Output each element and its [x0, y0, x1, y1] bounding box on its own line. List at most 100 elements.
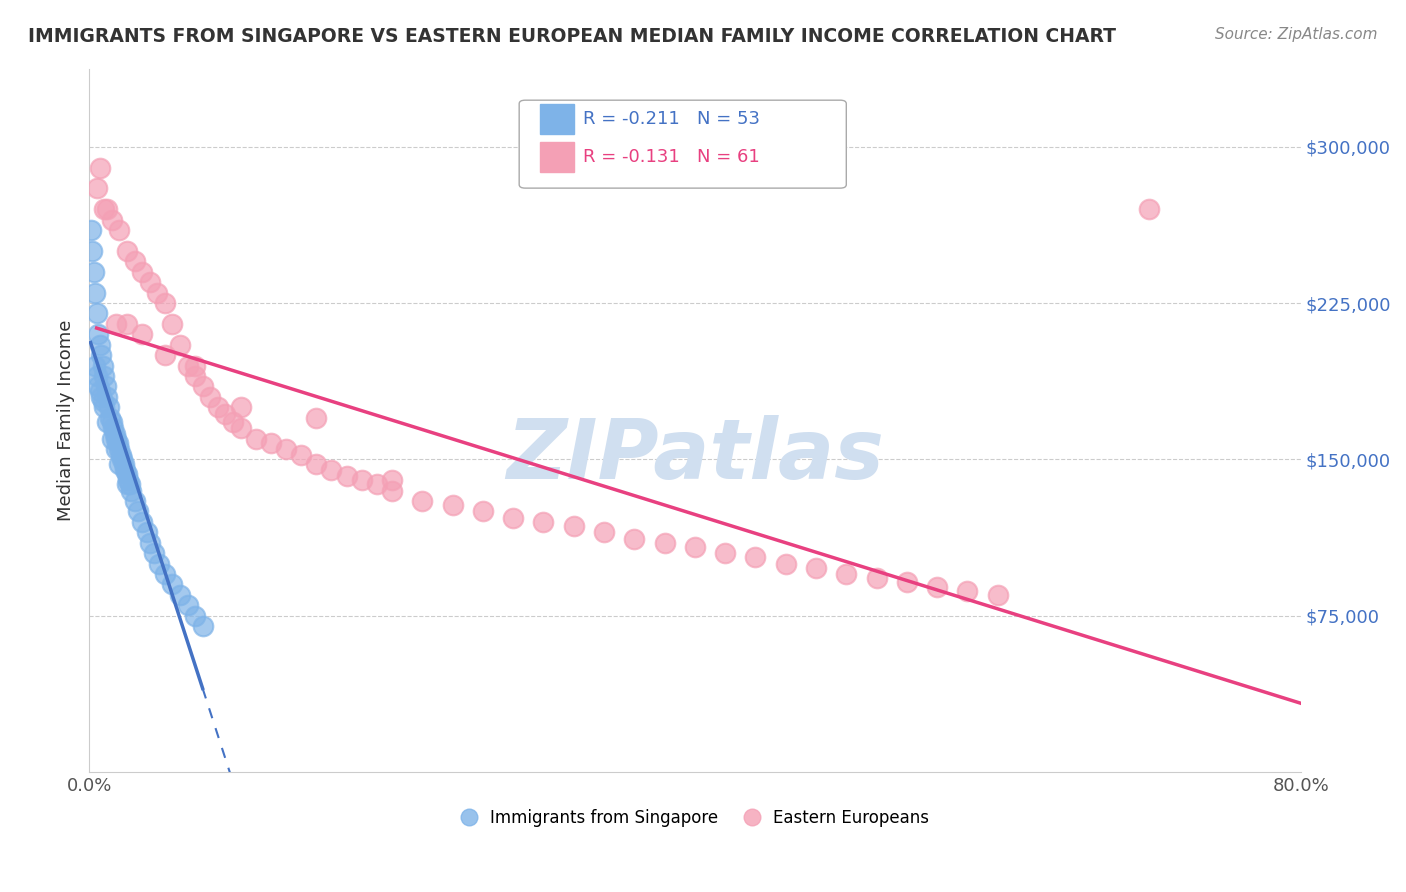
Point	[835, 567, 858, 582]
Point	[260, 435, 283, 450]
Point	[86, 181, 108, 195]
Point	[89, 337, 111, 351]
Point	[214, 407, 236, 421]
Point	[148, 557, 170, 571]
Point	[91, 394, 114, 409]
Point	[143, 546, 166, 560]
Point	[115, 477, 138, 491]
Point	[101, 212, 124, 227]
Point	[108, 442, 131, 456]
Point	[115, 467, 138, 481]
Point	[865, 571, 887, 585]
Point	[146, 285, 169, 300]
Point	[683, 540, 706, 554]
Text: R = -0.211   N = 53: R = -0.211 N = 53	[583, 111, 761, 128]
Point	[110, 448, 132, 462]
Point	[229, 421, 252, 435]
Point	[381, 473, 404, 487]
Point	[162, 577, 184, 591]
Point	[105, 442, 128, 456]
Point	[131, 265, 153, 279]
Point	[121, 483, 143, 498]
Point	[101, 415, 124, 429]
Point	[138, 275, 160, 289]
Point	[118, 477, 141, 491]
Point	[654, 535, 676, 549]
Bar	[540, 104, 574, 134]
Point	[471, 504, 494, 518]
Point	[350, 473, 373, 487]
Point	[138, 535, 160, 549]
Point	[96, 202, 118, 217]
Point	[502, 510, 524, 524]
Point	[105, 317, 128, 331]
Point	[191, 619, 214, 633]
Text: R = -0.131   N = 61: R = -0.131 N = 61	[583, 148, 761, 166]
Point	[531, 515, 554, 529]
Point	[90, 348, 112, 362]
Point	[107, 435, 129, 450]
Point	[366, 477, 388, 491]
Point	[623, 532, 645, 546]
Point	[135, 525, 157, 540]
Point	[111, 452, 134, 467]
Point	[115, 317, 138, 331]
Point	[104, 427, 127, 442]
Point	[82, 244, 104, 258]
Point	[108, 457, 131, 471]
Point	[927, 580, 949, 594]
Point	[90, 390, 112, 404]
Point	[593, 525, 616, 540]
FancyBboxPatch shape	[519, 100, 846, 188]
Point	[94, 379, 117, 393]
Point	[86, 369, 108, 384]
Point	[274, 442, 297, 456]
Point	[305, 457, 328, 471]
Point	[153, 296, 176, 310]
Point	[169, 588, 191, 602]
Point	[162, 317, 184, 331]
Point	[169, 337, 191, 351]
Point	[153, 348, 176, 362]
Point	[305, 410, 328, 425]
Point	[381, 483, 404, 498]
Point	[184, 369, 207, 384]
Point	[97, 401, 120, 415]
Point	[191, 379, 214, 393]
Point	[896, 575, 918, 590]
Y-axis label: Median Family Income: Median Family Income	[58, 319, 75, 521]
Point	[804, 561, 827, 575]
Point	[207, 401, 229, 415]
Point	[411, 494, 433, 508]
Text: IMMIGRANTS FROM SINGAPORE VS EASTERN EUROPEAN MEDIAN FAMILY INCOME CORRELATION C: IMMIGRANTS FROM SINGAPORE VS EASTERN EUR…	[28, 27, 1116, 45]
Bar	[540, 143, 574, 172]
Point	[131, 515, 153, 529]
Point	[124, 494, 146, 508]
Point	[84, 285, 107, 300]
Point	[321, 463, 343, 477]
Point	[127, 504, 149, 518]
Point	[176, 599, 198, 613]
Point	[184, 359, 207, 373]
Point	[153, 567, 176, 582]
Point	[124, 254, 146, 268]
Point	[176, 359, 198, 373]
Point	[96, 390, 118, 404]
Point	[89, 161, 111, 175]
Point	[105, 432, 128, 446]
Text: ZIPatlas: ZIPatlas	[506, 415, 884, 496]
Text: Source: ZipAtlas.com: Source: ZipAtlas.com	[1215, 27, 1378, 42]
Point	[89, 384, 111, 398]
Point	[1137, 202, 1160, 217]
Point	[290, 448, 312, 462]
Point	[98, 410, 121, 425]
Point	[335, 469, 357, 483]
Point	[114, 463, 136, 477]
Point	[131, 327, 153, 342]
Point	[245, 432, 267, 446]
Point	[222, 415, 245, 429]
Point	[96, 415, 118, 429]
Point	[744, 550, 766, 565]
Point	[441, 498, 464, 512]
Point	[103, 421, 125, 435]
